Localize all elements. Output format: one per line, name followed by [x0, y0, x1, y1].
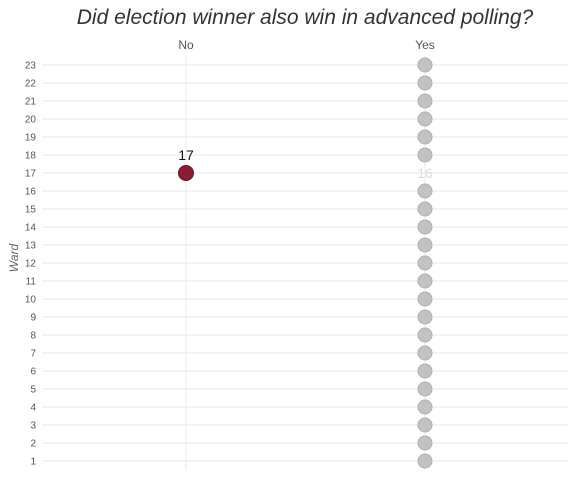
y-tick-label: 21	[25, 97, 37, 108]
data-point	[417, 435, 433, 451]
y-tick-label: 10	[25, 295, 37, 306]
data-point	[417, 75, 433, 91]
data-point	[417, 327, 433, 343]
x-tick-label: Yes	[415, 38, 435, 52]
y-tick-label: 13	[25, 241, 37, 252]
data-point	[417, 381, 433, 397]
y-tick-label: 15	[25, 205, 37, 216]
y-tick-label: 18	[25, 151, 37, 162]
y-tick-label: 17	[25, 169, 37, 180]
y-tick-label: 19	[25, 133, 37, 144]
y-tick-label: 20	[25, 115, 37, 126]
data-point	[417, 345, 433, 361]
points-layer	[178, 57, 433, 469]
y-tick-label: 16	[25, 187, 37, 198]
data-point	[417, 201, 433, 217]
data-point	[417, 273, 433, 289]
y-tick-label: 1	[30, 457, 36, 468]
data-point	[417, 57, 433, 73]
y-tick-label: 5	[30, 385, 36, 396]
data-point	[417, 111, 433, 127]
data-point	[417, 453, 433, 469]
highlight-point	[178, 165, 194, 181]
data-point	[417, 237, 433, 253]
data-point	[417, 219, 433, 235]
y-axis-title: Ward	[7, 243, 21, 272]
data-point	[417, 183, 433, 199]
data-point	[417, 417, 433, 433]
y-tick-label: 7	[30, 349, 36, 360]
y-tick-label: 8	[30, 331, 36, 342]
y-tick-label: 11	[26, 277, 37, 288]
x-tick-label: No	[178, 38, 194, 52]
grid-layer	[42, 56, 568, 470]
data-label: 16	[417, 165, 433, 181]
chart-title: Did election winner also win in advanced…	[77, 6, 534, 29]
data-point	[417, 129, 433, 145]
data-point	[417, 147, 433, 163]
y-tick-label: 3	[30, 421, 36, 432]
y-tick-label: 12	[25, 259, 37, 270]
data-point	[417, 291, 433, 307]
y-tick-label: 6	[30, 367, 36, 378]
y-tick-label: 2	[30, 439, 36, 450]
y-tick-label: 14	[25, 223, 37, 234]
data-label: 17	[178, 147, 194, 163]
data-point	[417, 363, 433, 379]
data-point	[417, 399, 433, 415]
data-point	[417, 309, 433, 325]
data-point	[417, 93, 433, 109]
data-point	[417, 255, 433, 271]
y-tick-label: 4	[30, 403, 36, 414]
y-tick-label: 9	[30, 313, 36, 324]
y-tick-label: 23	[25, 61, 37, 72]
y-tick-label: 22	[25, 79, 37, 90]
